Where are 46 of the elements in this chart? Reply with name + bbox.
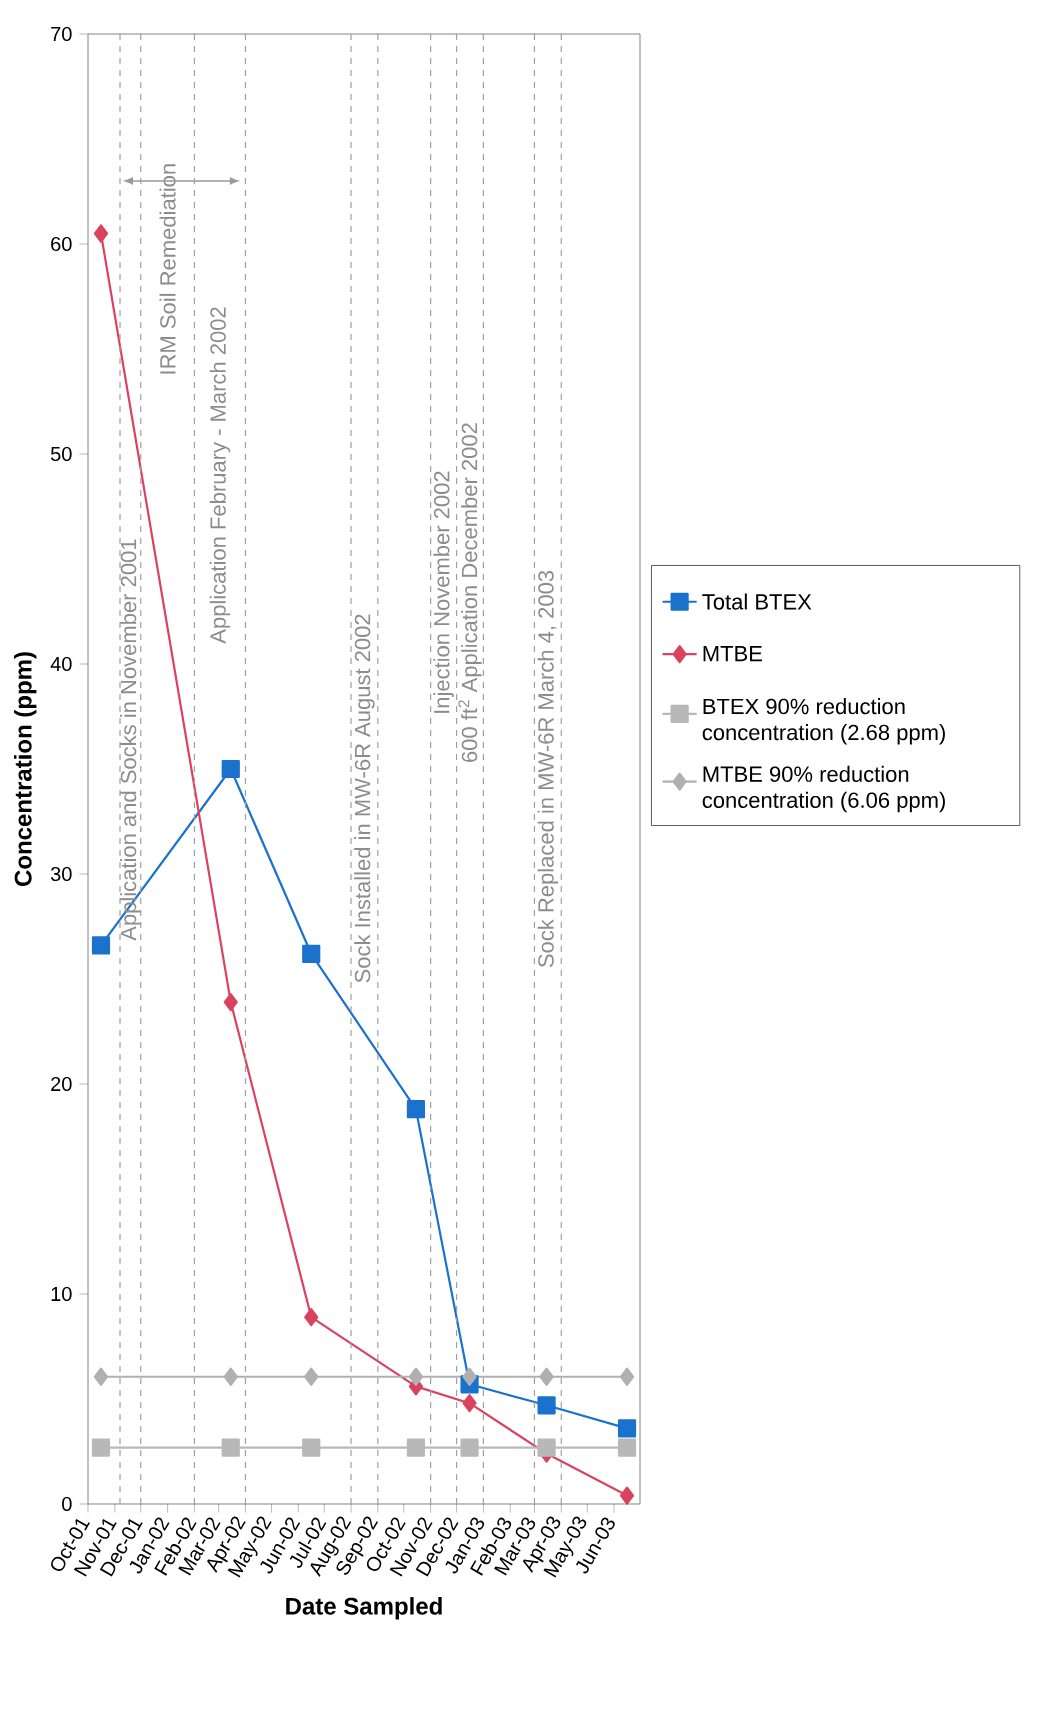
legend-label: Total BTEX xyxy=(702,593,812,610)
point xyxy=(221,1438,240,1457)
annotation: IRM Soil Remediation xyxy=(159,164,176,374)
y-tick-label: 60 xyxy=(51,236,72,252)
point xyxy=(93,1367,109,1386)
point xyxy=(91,936,111,955)
point xyxy=(304,1307,319,1327)
point xyxy=(223,1367,238,1386)
y-tick-label: 40 xyxy=(50,656,72,672)
point xyxy=(462,1367,477,1386)
y-axis-title: Concentration (ppm) xyxy=(14,652,37,887)
point xyxy=(460,1438,479,1457)
y-tick-label: 70 xyxy=(51,26,72,42)
annotation: 600 ft$^{2}$ Application December 2002 xyxy=(458,423,482,762)
point xyxy=(302,1438,321,1457)
y-tick-label: 20 xyxy=(51,1076,72,1092)
point xyxy=(93,224,109,243)
point xyxy=(537,1438,556,1457)
point xyxy=(619,1486,635,1505)
y-tick-label: 10 xyxy=(51,1286,72,1302)
point xyxy=(304,1367,319,1386)
point xyxy=(539,1367,554,1386)
annotation: Injection November 2002 xyxy=(433,471,454,713)
point xyxy=(406,1100,426,1119)
y-tick-label: 30 xyxy=(50,866,72,882)
point xyxy=(406,1438,426,1457)
y-tick-label: 0 xyxy=(62,1496,72,1512)
point xyxy=(537,1396,556,1415)
point xyxy=(408,1367,424,1386)
x-axis-title: Date Sampled xyxy=(286,1597,442,1620)
legend-label: MTBE xyxy=(703,646,762,662)
legend-label: MTBE 90% reduction concentration (6.06 ppm) xyxy=(702,765,945,813)
annotation: Application and Socks in November 2001 xyxy=(120,539,141,941)
point xyxy=(223,993,238,1012)
y-tick-label: 50 xyxy=(50,446,72,462)
point xyxy=(302,944,321,963)
point xyxy=(91,1438,111,1457)
annotation: Sock Installed in MW-6R August 2002 xyxy=(354,614,375,983)
annotation: Application February - March 2002 xyxy=(209,307,231,644)
annotation: Sock Replaced in MW-6R March 4, 2003 xyxy=(537,570,559,968)
point xyxy=(221,759,240,779)
point xyxy=(619,1367,635,1386)
point xyxy=(617,1419,637,1438)
point xyxy=(617,1438,637,1457)
point xyxy=(462,1394,477,1413)
legend-label: BTEX 90% reduction concentration (2.68 ppm) xyxy=(702,698,945,745)
